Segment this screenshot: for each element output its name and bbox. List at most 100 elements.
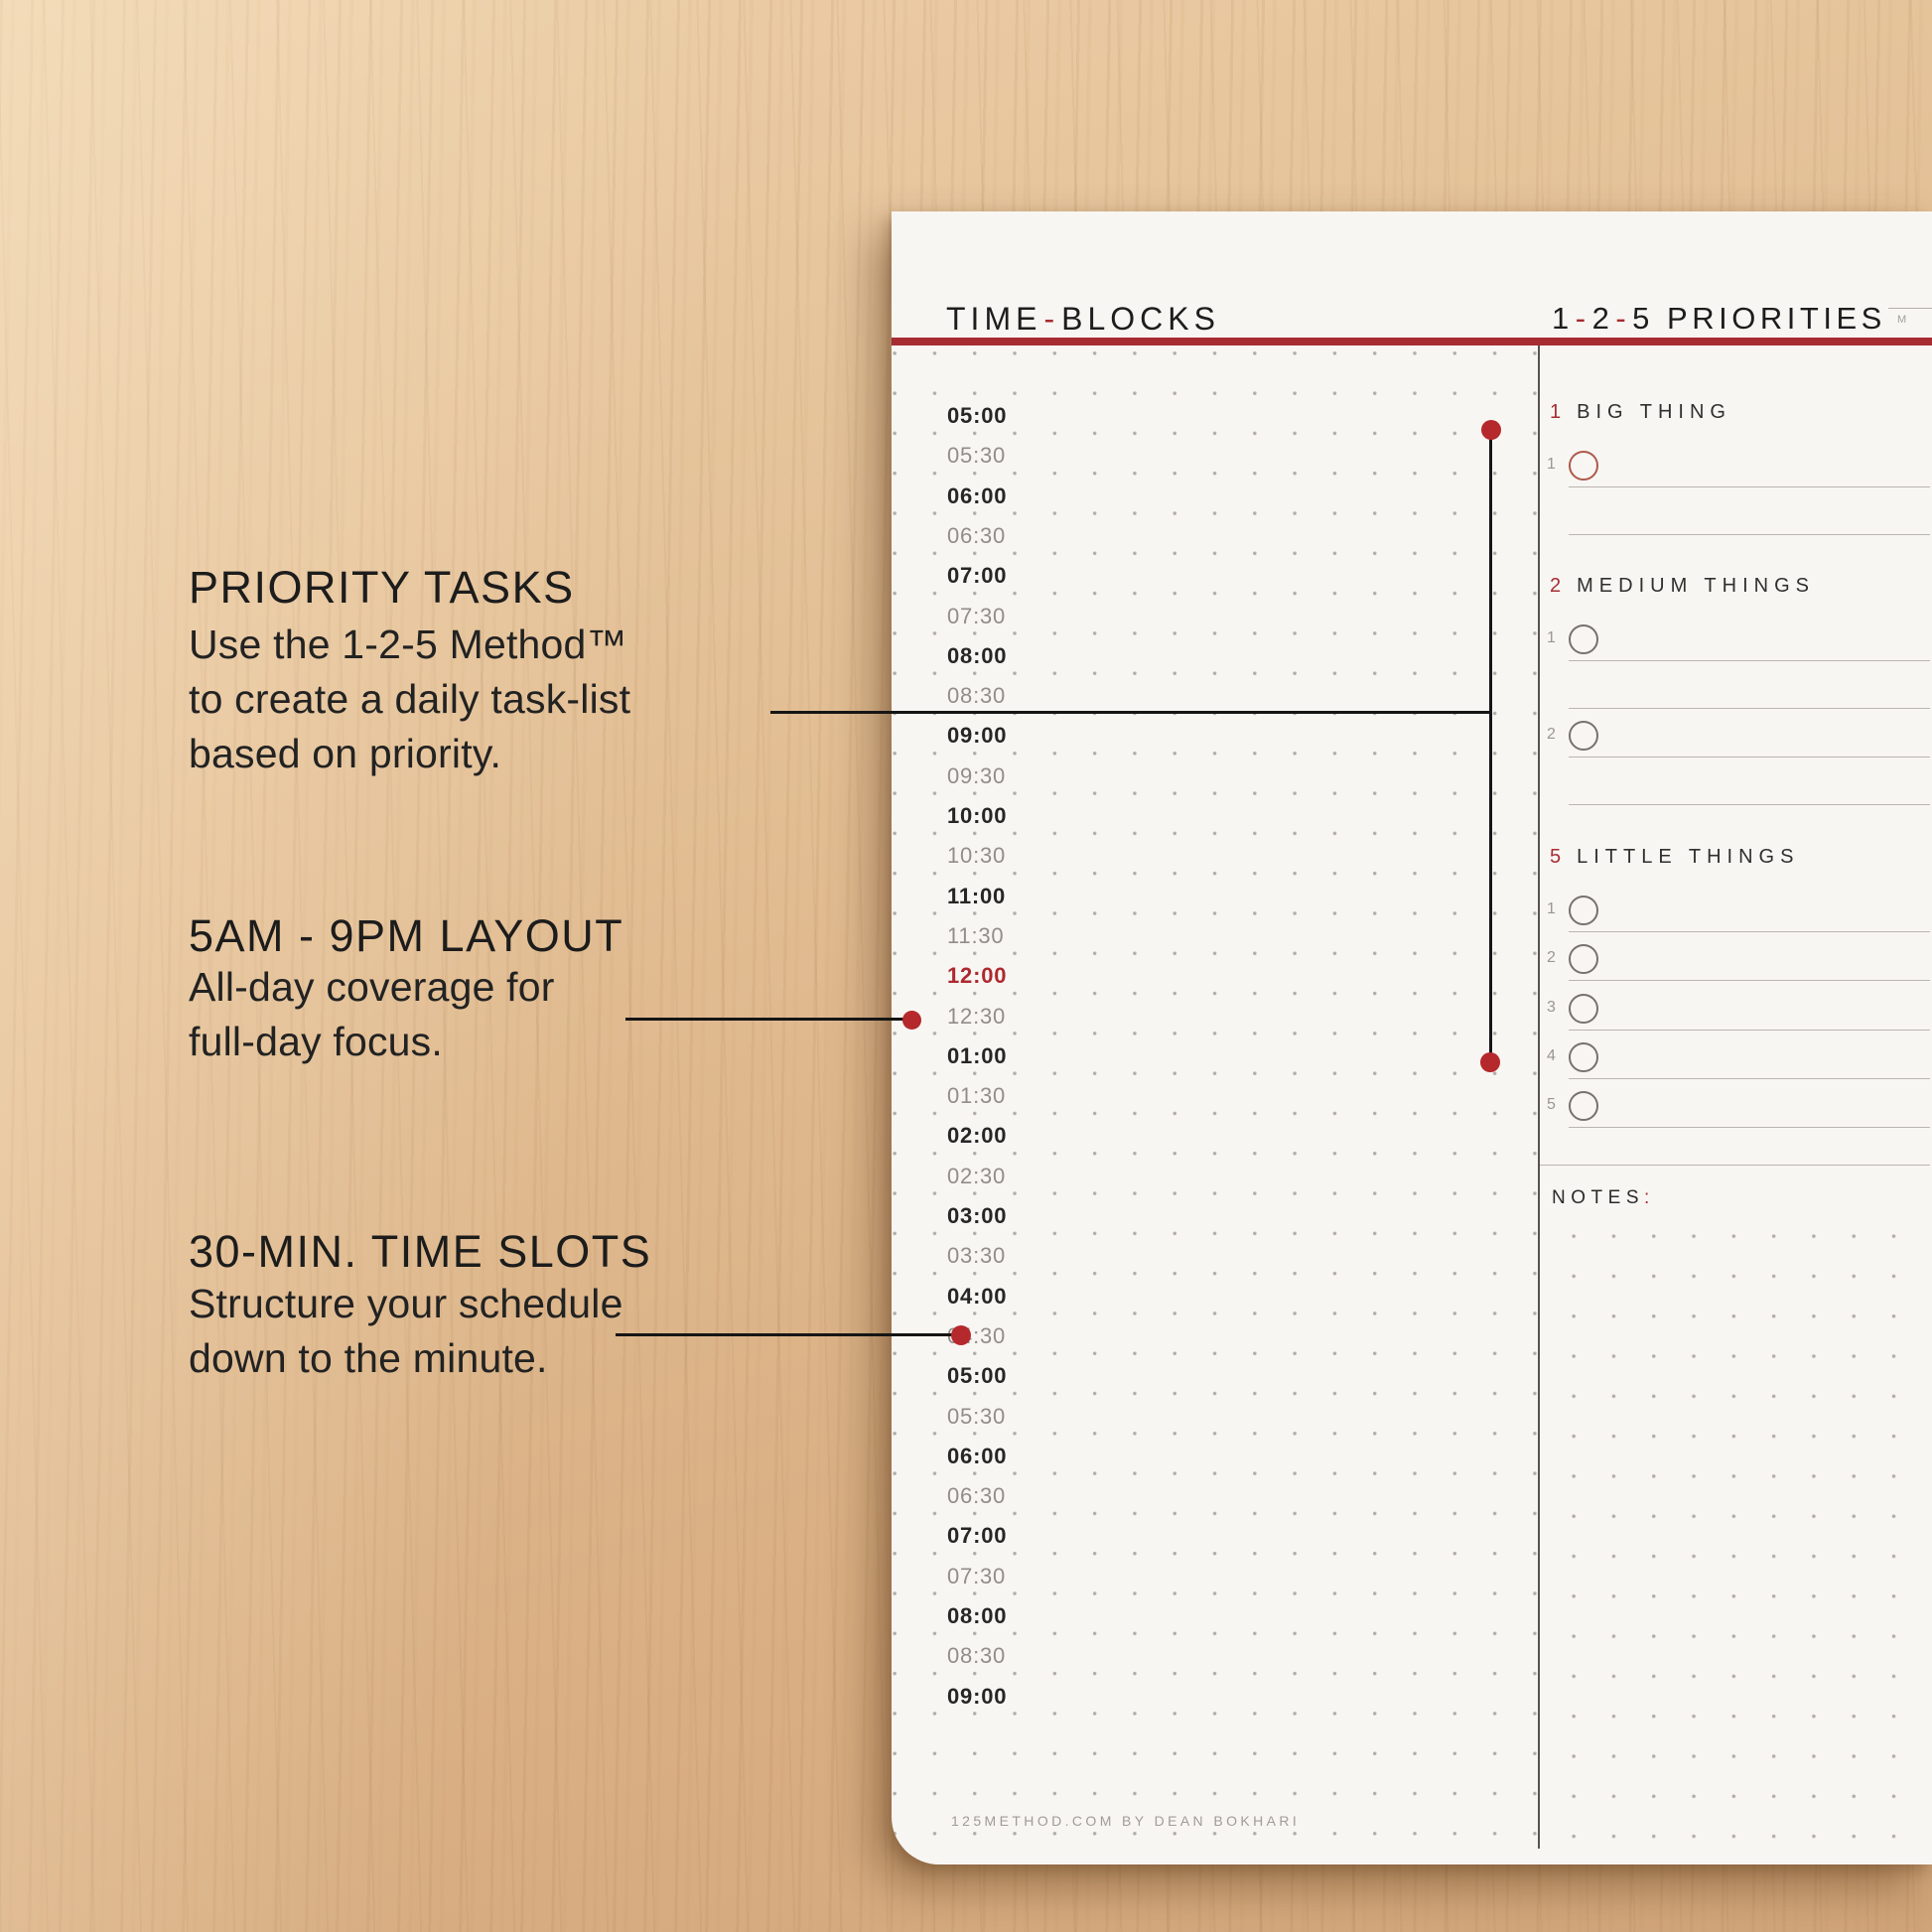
writing-line xyxy=(1569,708,1930,709)
callout-body-line: All-day coverage for xyxy=(189,964,555,1010)
time-slot-label: 07:30 xyxy=(947,1563,1007,1588)
title-char: 5 xyxy=(1632,301,1654,336)
title-char: S xyxy=(1193,301,1220,337)
title-char: 1 xyxy=(1552,301,1574,336)
priority-item-number: 2 xyxy=(1547,949,1556,967)
title-char: R xyxy=(1692,301,1720,336)
title-char: T xyxy=(946,301,971,337)
time-slot-label: 09:30 xyxy=(947,762,1007,788)
time-slot-label: 10:30 xyxy=(947,843,1007,869)
title-char: O xyxy=(1110,301,1141,337)
time-slot-label: 10:00 xyxy=(947,803,1008,828)
time-slot-label: 06:00 xyxy=(947,483,1008,508)
notes-top-rule xyxy=(1540,1165,1930,1166)
time-slot-label: 08:00 xyxy=(947,642,1008,668)
title-char: 2 xyxy=(1591,301,1614,336)
title-char: S xyxy=(1625,1187,1644,1208)
time-slot-label: 08:30 xyxy=(947,683,1007,709)
title-char: I xyxy=(1719,301,1732,336)
time-slot-label: 07:00 xyxy=(947,563,1008,589)
panel-divider xyxy=(1538,345,1540,1849)
title-char: S xyxy=(1861,301,1886,336)
notes-label: NOTES: xyxy=(1552,1187,1655,1209)
time-slot-label: 12:00 xyxy=(947,963,1008,989)
writing-line xyxy=(1569,534,1930,535)
priority-item-circle xyxy=(1569,624,1598,654)
footer-branding: 125METHOD.COM BY DEAN BOKHARI xyxy=(951,1813,1301,1829)
time-slot-label: 09:00 xyxy=(947,723,1008,749)
title-char: - xyxy=(1615,301,1631,336)
priority-section-label: BIG THING xyxy=(1577,401,1731,423)
callout-dot-1230 xyxy=(902,1011,921,1030)
title-char: P xyxy=(1667,301,1693,336)
priority-item-circle xyxy=(1569,896,1598,925)
title-char: C xyxy=(1140,301,1169,337)
writing-line xyxy=(1569,1127,1930,1129)
callout-body-line: down to the minute. xyxy=(189,1335,548,1381)
priorities-title: 1-2-5 PRIORITIES xyxy=(1552,301,1886,337)
time-slot-label: 01:30 xyxy=(947,1083,1007,1109)
priority-item-circle xyxy=(1569,451,1598,481)
header-rule xyxy=(892,338,1932,345)
time-slot-label: 07:30 xyxy=(947,603,1007,628)
time-slot-label: 02:30 xyxy=(947,1163,1007,1188)
time-slot-label: 03:00 xyxy=(947,1203,1008,1228)
priority-item-number: 1 xyxy=(1547,629,1556,646)
priority-item-number: 2 xyxy=(1547,726,1556,743)
title-char: L xyxy=(1087,301,1111,337)
title-char: N xyxy=(1552,1187,1572,1208)
callout-title: 30-MIN. TIME SLOTS xyxy=(189,1226,652,1277)
connector-line-time-slots xyxy=(616,1333,961,1336)
time-blocks-title: TIME-BLOCKS xyxy=(946,301,1220,338)
title-char: O xyxy=(1731,301,1760,336)
title-char: B xyxy=(1061,301,1088,337)
writing-line xyxy=(1569,1029,1930,1031)
title-char: : xyxy=(1644,1187,1655,1208)
time-slot-label: 05:00 xyxy=(947,403,1008,428)
callout-dot-0430 xyxy=(951,1325,971,1345)
priority-item-number: 1 xyxy=(1547,456,1556,473)
priority-item-circle xyxy=(1569,721,1598,751)
priority-section-header: 2 MEDIUM THINGS xyxy=(1550,575,1815,598)
day-strip-monday-label: M xyxy=(1897,314,1909,326)
callout-dot-bottom xyxy=(1480,1052,1500,1072)
time-slot-label: 12:30 xyxy=(947,1003,1007,1029)
time-slot-label: 08:30 xyxy=(947,1643,1007,1669)
priority-item-circle xyxy=(1569,1091,1598,1122)
title-char: T xyxy=(1799,301,1824,336)
time-slot-label: 01:00 xyxy=(947,1042,1008,1068)
time-slot-label: 03:30 xyxy=(947,1243,1007,1269)
time-slot-label: 11:00 xyxy=(947,883,1007,908)
time-slot-label: 05:30 xyxy=(947,1403,1007,1429)
priority-section-number: 1 xyxy=(1550,401,1568,423)
callout-body-line: Structure your schedule xyxy=(189,1281,623,1326)
title-char: R xyxy=(1759,301,1787,336)
callout-body-line: to create a daily task-list xyxy=(189,676,631,722)
title-char: O xyxy=(1571,1187,1591,1208)
time-slot-label: 06:30 xyxy=(947,522,1007,548)
priority-section-header: 1 BIG THING xyxy=(1550,401,1731,424)
planner-page: TIME-BLOCKS 1-2-5 PRIORITIES M 05:00 05:3… xyxy=(892,211,1932,1864)
title-char: K xyxy=(1168,301,1194,337)
callout-title: PRIORITY TASKS xyxy=(189,562,575,613)
priority-item-circle xyxy=(1569,1041,1598,1072)
time-slot-label: 07:00 xyxy=(947,1523,1008,1549)
connector-line-priority-tasks xyxy=(770,711,1491,714)
day-strip-line xyxy=(1888,308,1932,309)
writing-line xyxy=(1569,660,1930,661)
writing-line xyxy=(1569,486,1930,487)
title-char xyxy=(1654,301,1667,336)
priority-section-label: LITTLE THINGS xyxy=(1577,846,1800,868)
title-char: E xyxy=(1016,301,1042,337)
title-char: I xyxy=(1823,301,1837,336)
time-panel-dot-grid xyxy=(892,349,1537,1844)
writing-line xyxy=(1569,931,1930,932)
callout-title: 5AM - 9PM LAYOUT xyxy=(189,910,624,961)
title-char: I xyxy=(1786,301,1800,336)
priority-section-label: MEDIUM THINGS xyxy=(1577,575,1815,597)
priority-item-number: 5 xyxy=(1547,1096,1556,1114)
title-char: M xyxy=(984,301,1017,337)
writing-line xyxy=(1569,804,1930,805)
time-slot-label: 05:30 xyxy=(947,443,1007,469)
